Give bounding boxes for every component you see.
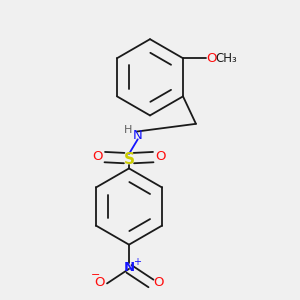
Text: +: + — [133, 257, 141, 267]
Text: N: N — [133, 129, 142, 142]
Text: S: S — [124, 152, 134, 167]
Text: N: N — [124, 261, 135, 274]
Text: CH₃: CH₃ — [215, 52, 237, 65]
Text: −: − — [91, 270, 100, 280]
Text: O: O — [92, 150, 103, 163]
Text: O: O — [206, 52, 217, 65]
Text: O: O — [95, 276, 105, 289]
Text: H: H — [124, 124, 132, 135]
Text: O: O — [153, 276, 163, 289]
Text: O: O — [155, 150, 166, 163]
